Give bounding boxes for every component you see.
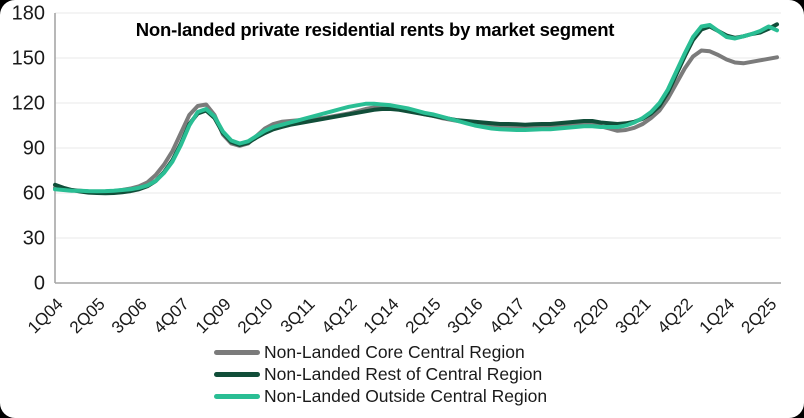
chart-title: Non-landed private residential rents by … xyxy=(135,19,615,40)
legend-swatch-rest-of-central xyxy=(214,371,260,377)
x-tick-label-2Q10: 2Q10 xyxy=(234,294,277,337)
y-tick-label-150: 150 xyxy=(12,48,45,70)
x-tick-label-4Q17: 4Q17 xyxy=(486,294,529,337)
x-tick-label-2Q20: 2Q20 xyxy=(570,294,613,337)
legend-item-core-central: Non-Landed Core Central Region xyxy=(214,341,547,363)
legend-label-core-central: Non-Landed Core Central Region xyxy=(264,341,525,362)
x-tick-label-1Q24: 1Q24 xyxy=(696,294,739,337)
legend-label-rest-of-central: Non-Landed Rest of Central Region xyxy=(264,363,543,384)
legend-label-outside-central: Non-Landed Outside Central Region xyxy=(264,385,548,406)
y-tick-label-180: 180 xyxy=(12,3,45,25)
y-tick-label-60: 60 xyxy=(23,183,45,205)
y-tick-label-0: 0 xyxy=(34,273,45,295)
x-tick-label-1Q09: 1Q09 xyxy=(192,294,235,337)
x-tick-label-1Q19: 1Q19 xyxy=(528,294,571,337)
x-tick-label-3Q06: 3Q06 xyxy=(108,294,151,337)
legend-item-outside-central: Non-Landed Outside Central Region xyxy=(214,385,547,407)
legend-swatch-core-central xyxy=(214,349,260,355)
y-tick-label-90: 90 xyxy=(23,138,45,160)
legend: Non-Landed Core Central Region Non-Lande… xyxy=(214,341,547,407)
series-line-2 xyxy=(53,23,779,194)
x-tick-label-2Q05: 2Q05 xyxy=(66,294,109,337)
x-tick-label-2Q15: 2Q15 xyxy=(402,294,445,337)
x-tick-label-4Q12: 4Q12 xyxy=(318,294,361,337)
x-tick-label-4Q22: 4Q22 xyxy=(654,294,697,337)
x-tick-label-1Q14: 1Q14 xyxy=(360,294,403,337)
legend-item-rest-of-central: Non-Landed Rest of Central Region xyxy=(214,363,547,385)
x-tick-label-1Q04: 1Q04 xyxy=(24,294,67,337)
x-tick-label-4Q07: 4Q07 xyxy=(150,294,193,337)
x-tick-label-3Q16: 3Q16 xyxy=(444,294,487,337)
x-tick-label-3Q21: 3Q21 xyxy=(612,294,655,337)
x-tick-label-3Q11: 3Q11 xyxy=(277,294,319,336)
y-tick-label-120: 120 xyxy=(12,93,45,115)
x-tick-label-2Q25: 2Q25 xyxy=(738,294,781,337)
y-tick-label-30: 30 xyxy=(23,228,45,250)
legend-swatch-outside-central xyxy=(214,393,260,399)
